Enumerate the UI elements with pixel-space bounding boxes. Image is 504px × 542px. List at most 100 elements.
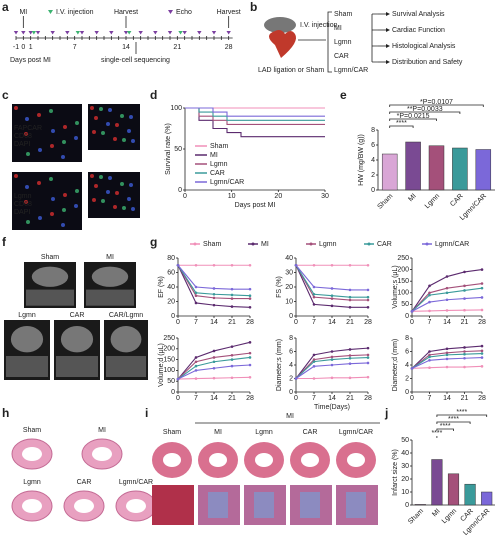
point (312, 365, 316, 368)
point (463, 365, 466, 369)
arrowhead (386, 60, 390, 64)
point (463, 346, 466, 349)
point (480, 268, 484, 271)
point (212, 287, 216, 290)
x-tick-label: 21 (461, 395, 469, 402)
y-tick-label: 6 (371, 142, 375, 149)
y-tick-label: 60 (167, 269, 175, 276)
cell (74, 136, 78, 140)
y-tick-label: 100 (170, 105, 182, 112)
point (480, 286, 484, 290)
y-tick-label: 0 (405, 389, 409, 396)
heart-label: Lgmn/CAR (119, 479, 153, 486)
point (366, 295, 370, 299)
cell (61, 223, 65, 227)
cell (92, 198, 96, 202)
x-tick-label: 14 (210, 395, 218, 402)
point (230, 345, 234, 348)
micrograph (12, 104, 82, 162)
panel-label: b (250, 0, 257, 14)
echo-sector (91, 266, 129, 287)
surgery-label: LAD ligation or Sham (258, 67, 324, 74)
x-tick-label: 0 (294, 395, 298, 402)
cell (106, 190, 110, 194)
x-tick-label: 28 (364, 319, 372, 326)
point (366, 361, 370, 365)
echo-marker (65, 31, 70, 35)
y-axis-label: HW (mg/BW (g)) (358, 134, 365, 186)
cell (75, 189, 79, 193)
bracket (389, 104, 484, 107)
lumen (74, 499, 94, 513)
point (294, 377, 298, 380)
point (312, 285, 316, 289)
x-tick-label: 21 (346, 395, 354, 402)
lumen (255, 453, 273, 467)
legend-label: Lgmn (210, 161, 228, 168)
panel-label: g (150, 235, 157, 249)
y-tick-label: 20 (285, 284, 293, 291)
cell (101, 199, 105, 203)
point (230, 376, 234, 380)
heart-icon (269, 30, 297, 58)
cell (26, 152, 30, 156)
cell (38, 216, 42, 220)
event-label: I.V. injection (56, 9, 94, 16)
panel-label: d (150, 88, 157, 102)
event-label: Harvest (217, 9, 241, 16)
fibrosis (346, 492, 366, 518)
echo-trace (6, 356, 48, 377)
y-tick-label: 4 (405, 362, 409, 369)
legend-label: Sham (210, 143, 228, 150)
histology-label: CAR (303, 429, 318, 436)
cell (49, 177, 53, 181)
point (366, 298, 370, 302)
cell (127, 197, 131, 201)
x-tick-label: 28 (246, 319, 254, 326)
point (463, 284, 466, 288)
x-tick-label: 20 (274, 193, 282, 200)
cell (62, 208, 66, 212)
y-tick-label: 8 (289, 335, 293, 342)
lumen (301, 453, 319, 467)
point (330, 363, 334, 367)
point (212, 349, 216, 353)
day-label: 21 (173, 44, 181, 51)
legend-label: Lgmn/CAR (435, 241, 469, 248)
cell (51, 197, 55, 201)
cell (122, 206, 126, 210)
point (428, 284, 431, 288)
x-axis-label: Time(Days) (314, 404, 350, 411)
day-label: 0 (21, 44, 25, 51)
panel-label: i (145, 406, 148, 420)
bar (481, 491, 493, 506)
panel-label: c (2, 88, 9, 102)
point (230, 305, 234, 308)
cell (14, 174, 18, 178)
echo-trace (86, 289, 134, 306)
significance: **** (440, 423, 451, 430)
point (366, 353, 370, 357)
point (194, 291, 198, 295)
legend-label: MI (210, 152, 218, 159)
group-label: CAR (334, 53, 349, 60)
micrograph (88, 104, 140, 150)
bracket (389, 118, 437, 121)
y-tick-label: 0 (405, 313, 409, 320)
day-label: 28 (225, 44, 233, 51)
lumen (347, 453, 365, 467)
echo-marker (182, 31, 187, 35)
x-tick-label: MI (431, 508, 441, 518)
bar (381, 153, 398, 191)
x-tick-label: 28 (478, 395, 486, 402)
y-tick-label: 2 (371, 172, 375, 179)
point (445, 298, 449, 302)
echo-label: Sham (41, 254, 59, 261)
injection-label: I.V. injection (300, 22, 338, 29)
y-tick-label: 30 (285, 269, 293, 276)
y-tick-label: 150 (397, 278, 409, 285)
point (445, 286, 449, 290)
point (428, 350, 431, 353)
point (348, 288, 352, 292)
point (348, 295, 352, 299)
